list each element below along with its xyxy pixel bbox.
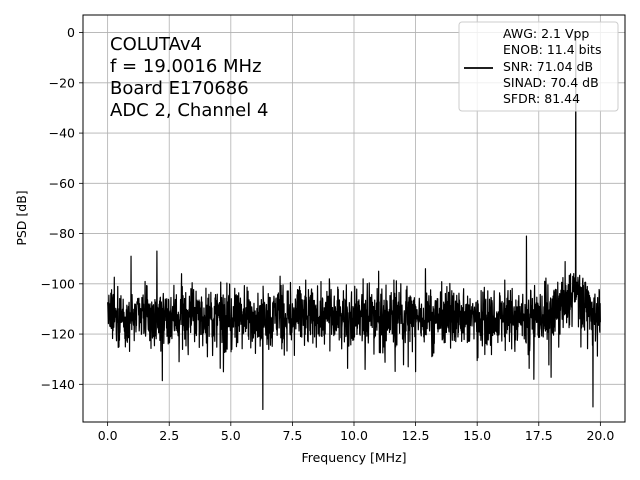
psd-series-line — [107, 31, 601, 411]
series-layer — [107, 31, 601, 411]
x-tick-label: 10.0 — [340, 428, 368, 443]
legend-entry-sinad: SINAD: 70.4 dB — [503, 75, 599, 90]
legend-entry-sfdr: SFDR: 81.44 — [503, 91, 580, 106]
legend-box — [458, 21, 619, 112]
annotation-line-frequency: f = 19.0016 MHz — [110, 56, 262, 77]
y-tick-label: −20 — [49, 75, 75, 90]
annotation-line-channel: ADC 2, Channel 4 — [110, 100, 268, 121]
annotation-line-chip: COLUTAv4 — [110, 34, 202, 55]
x-tick-label: 15.0 — [463, 428, 491, 443]
x-axis-ticks: 0.0 2.5 5.0 7.5 10.0 12.5 15.0 17.5 20.0 — [98, 422, 614, 443]
legend-entry-enob: ENOB: 11.4 bits — [503, 42, 601, 57]
y-tick-label: −140 — [41, 377, 75, 392]
x-tick-label: 7.5 — [282, 428, 302, 443]
y-tick-label: −80 — [49, 226, 75, 241]
x-tick-label: 12.5 — [402, 428, 430, 443]
annotation-line-board: Board E170686 — [110, 78, 249, 99]
x-tick-label: 5.0 — [221, 428, 241, 443]
y-tick-label: −120 — [41, 327, 75, 342]
y-tick-label: −100 — [41, 276, 75, 291]
annotation-block: COLUTAv4 f = 19.0016 MHz Board E170686 A… — [110, 34, 268, 121]
y-tick-label: 0 — [67, 25, 75, 40]
legend: AWG: 2.1 Vpp ENOB: 11.4 bits SNR: 71.04 … — [458, 21, 619, 112]
x-tick-label: 0.0 — [98, 428, 118, 443]
x-tick-label: 20.0 — [586, 428, 614, 443]
legend-entry-awg: AWG: 2.1 Vpp — [503, 26, 589, 41]
y-tick-label: −60 — [49, 176, 75, 191]
y-axis-ticks: 0 −20 −40 −60 −80 −100 −120 −140 — [41, 25, 83, 392]
y-axis-label: PSD [dB] — [14, 190, 29, 245]
x-axis-label: Frequency [MHz] — [301, 450, 406, 465]
y-tick-label: −40 — [49, 126, 75, 141]
x-tick-label: 17.5 — [525, 428, 553, 443]
legend-entry-snr: SNR: 71.04 dB — [503, 59, 593, 74]
x-tick-label: 2.5 — [159, 428, 179, 443]
